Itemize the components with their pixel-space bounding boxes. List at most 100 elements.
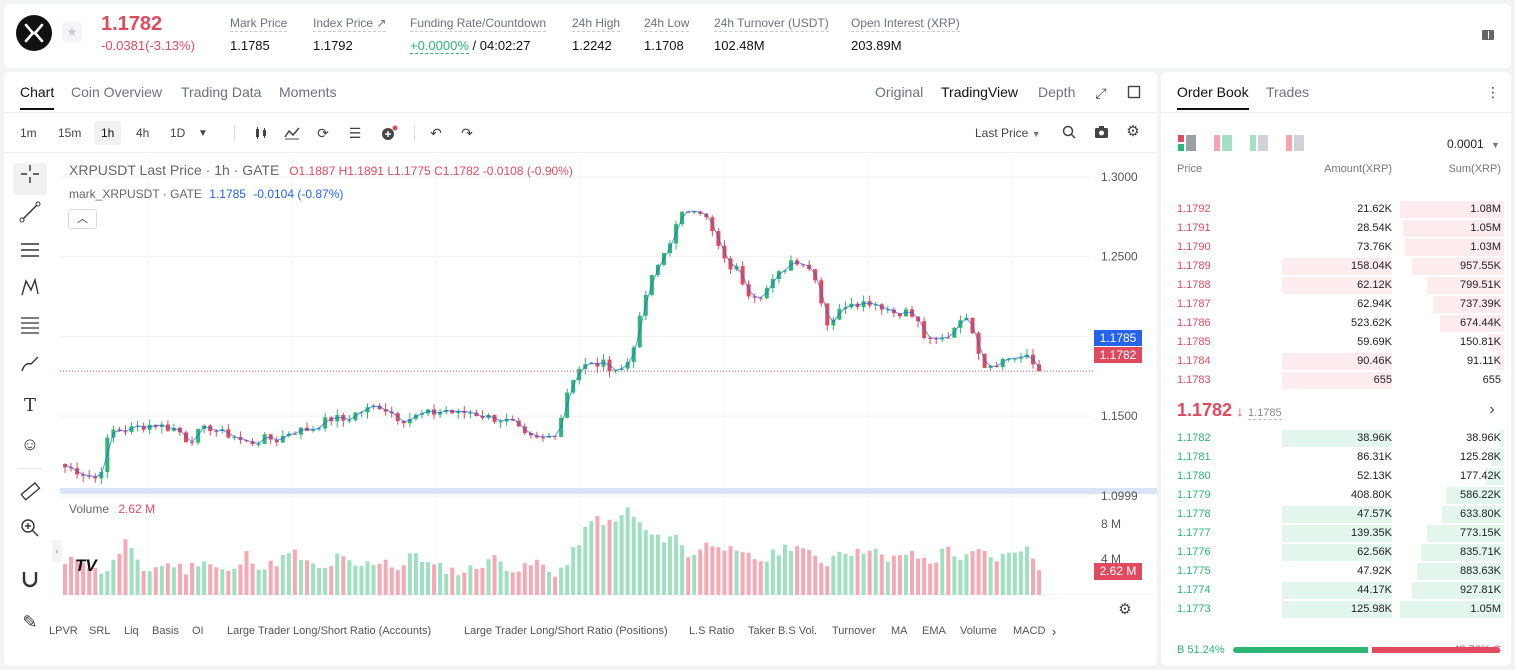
templates-icon[interactable]: ☰ <box>348 125 362 141</box>
tab-order-book[interactable]: Order Book <box>1177 84 1249 110</box>
bid-row[interactable]: 1.1776 62.56K 835.71K <box>1170 543 1504 562</box>
brush-tool-icon[interactable] <box>13 352 47 384</box>
chevron-right-icon[interactable]: › <box>1489 401 1495 418</box>
ask-row[interactable]: 1.1783 655 655 <box>1170 371 1504 390</box>
view-tradingview[interactable]: TradingView <box>941 84 1019 100</box>
volume-bar <box>789 550 793 595</box>
add-indicator-icon[interactable] <box>380 125 398 144</box>
stat-label[interactable]: Funding Rate/Countdown <box>410 16 547 32</box>
view-depth[interactable]: Depth <box>1038 84 1076 100</box>
more-icon[interactable]: ⋮ <box>1486 84 1500 100</box>
ask-row[interactable]: 1.1790 73.76K 1.03M <box>1170 238 1504 257</box>
view-original[interactable]: Original <box>875 84 924 100</box>
indicator-large-trader-long-short-ratio-positions-[interactable]: Large Trader Long/Short Ratio (Positions… <box>464 625 668 637</box>
layout-asks-icon[interactable] <box>1286 135 1304 154</box>
search-icon[interactable] <box>1061 125 1077 142</box>
legend-change: -0.0108 (-0.90%) <box>482 164 573 178</box>
crosshair-tool-icon[interactable] <box>13 163 47 195</box>
interval-1h[interactable]: 1h <box>94 121 122 145</box>
chart-settings-gear-icon[interactable]: ⚙ <box>1118 601 1132 618</box>
magnet-tool-icon[interactable] <box>13 568 47 600</box>
bid-row[interactable]: 1.1777 139.35K 773.15K <box>1170 524 1504 543</box>
price-chart[interactable]: 1.30001.25001.20001.15001.09991213141516… <box>60 155 1157 595</box>
layout-both-icon[interactable] <box>1178 135 1196 154</box>
funding-rate-value[interactable]: +0.0000% <box>410 38 469 54</box>
stat-value: 1.2242 <box>572 38 612 53</box>
stat-label[interactable]: Open Interest (XRP) <box>851 16 960 32</box>
indicator-volume[interactable]: Volume <box>960 625 997 637</box>
candle-type-icon[interactable] <box>252 125 270 144</box>
camera-icon[interactable] <box>1093 125 1109 142</box>
layout-mixed-icon[interactable] <box>1214 135 1232 154</box>
ruler-tool-icon[interactable] <box>13 480 47 512</box>
bid-row[interactable]: 1.1773 125.98K 1.05M <box>1170 600 1504 619</box>
chevron-right-icon[interactable]: › <box>1051 624 1057 639</box>
tab-moments[interactable]: Moments <box>279 84 337 100</box>
fib-tool-icon[interactable] <box>13 314 47 346</box>
indicator-srl[interactable]: SRL <box>89 625 111 637</box>
undo-icon[interactable]: ↶ <box>430 125 442 141</box>
indicator-lpvr[interactable]: LPVR <box>49 625 78 637</box>
ask-row[interactable]: 1.1789 158.04K 957.55K <box>1170 257 1504 276</box>
trend-line-tool-icon[interactable] <box>13 201 47 233</box>
indicator-large-trader-long-short-ratio-accounts-[interactable]: Large Trader Long/Short Ratio (Accounts) <box>227 625 432 637</box>
tab-trading-data[interactable]: Trading Data <box>181 84 262 100</box>
bid-row[interactable]: 1.1780 52.13K 177.42K <box>1170 467 1504 486</box>
bid-row[interactable]: 1.1775 47.92K 883.63K <box>1170 562 1504 581</box>
bid-row[interactable]: 1.1781 86.31K 125.28K <box>1170 448 1504 467</box>
precision-select[interactable]: 0.0001 ▼ <box>1447 137 1500 151</box>
mid-price-row[interactable]: 1.1782 ↓ 1.1785 <box>1177 400 1282 421</box>
legend-open: O1.1887 <box>289 164 336 178</box>
emoji-tool-icon[interactable]: ☺ <box>20 434 40 454</box>
interval-4h[interactable]: 4h <box>136 126 150 140</box>
tab-chart[interactable]: Chart <box>20 84 55 110</box>
volume-bar <box>1000 553 1005 595</box>
redo-icon[interactable]: ↷ <box>461 125 473 141</box>
indicator-basis[interactable]: Basis <box>152 625 179 637</box>
replay-icon[interactable]: ⟳ <box>317 125 329 141</box>
layout-bids-icon[interactable] <box>1250 135 1268 154</box>
window-icon[interactable] <box>1126 85 1142 102</box>
stat-label[interactable]: Index Price ↗ <box>313 16 387 32</box>
indicator-l-s-ratio[interactable]: L.S Ratio <box>689 625 735 637</box>
bid-row[interactable]: 1.1782 38.96K 38.96K <box>1170 429 1504 448</box>
bid-row[interactable]: 1.1778 47.57K 633.80K <box>1170 505 1504 524</box>
indicator-taker-b-s-vol-[interactable]: Taker B.S Vol. <box>748 625 818 637</box>
pattern-tool-icon[interactable] <box>13 276 47 308</box>
interval-1m[interactable]: 1m <box>20 126 37 140</box>
text-tool-icon[interactable]: T <box>23 395 36 416</box>
book-icon[interactable] <box>1480 28 1496 44</box>
ask-row[interactable]: 1.1791 28.54K 1.05M <box>1170 219 1504 238</box>
price-type-select[interactable]: Last Price ▼ <box>975 126 1041 140</box>
ask-row[interactable]: 1.1785 59.69K 150.81K <box>1170 333 1504 352</box>
indicator-macd[interactable]: MACD <box>1013 625 1046 637</box>
indicator-liq[interactable]: Liq <box>124 625 139 637</box>
indicator-ma[interactable]: MA <box>891 625 908 637</box>
expand-icon[interactable]: ⤢ <box>1095 85 1107 101</box>
interval-15m[interactable]: 15m <box>58 126 82 140</box>
ask-row[interactable]: 1.1788 62.12K 799.51K <box>1170 276 1504 295</box>
gear-icon[interactable]: ⚙ <box>1126 123 1140 140</box>
ask-row[interactable]: 1.1786 523.62K 674.44K <box>1170 314 1504 333</box>
horizontal-lines-tool-icon[interactable] <box>13 239 47 271</box>
indicator-ema[interactable]: EMA <box>922 625 946 637</box>
ask-row[interactable]: 1.1792 21.62K 1.08M <box>1170 200 1504 219</box>
bid-row[interactable]: 1.1774 44.17K 927.81K <box>1170 581 1504 600</box>
row-amount: 47.57K <box>1357 508 1392 520</box>
collapse-legend-button[interactable]: ︿ <box>68 209 97 229</box>
collapse-toolbar-icon[interactable]: ‹ <box>52 540 62 562</box>
interval-1d[interactable]: 1D <box>170 126 186 140</box>
favorite-star-icon[interactable]: ★ <box>62 22 82 42</box>
indicators-icon[interactable] <box>283 125 301 144</box>
interval-dropdown-icon[interactable]: ▼ <box>198 128 208 139</box>
pencil-tool-icon[interactable]: ✎ <box>22 612 38 632</box>
indicator-oi[interactable]: OI <box>192 625 204 637</box>
zoom-in-tool-icon[interactable] <box>13 517 47 549</box>
ask-row[interactable]: 1.1787 62.94K 737.39K <box>1170 295 1504 314</box>
indicator-turnover[interactable]: Turnover <box>832 625 876 637</box>
bid-row[interactable]: 1.1779 408.80K 586.22K <box>1170 486 1504 505</box>
stat-label[interactable]: Mark Price <box>230 16 288 32</box>
tab-trades[interactable]: Trades <box>1266 84 1310 100</box>
tab-coin-overview[interactable]: Coin Overview <box>71 84 163 100</box>
ask-row[interactable]: 1.1784 90.46K 91.11K <box>1170 352 1504 371</box>
